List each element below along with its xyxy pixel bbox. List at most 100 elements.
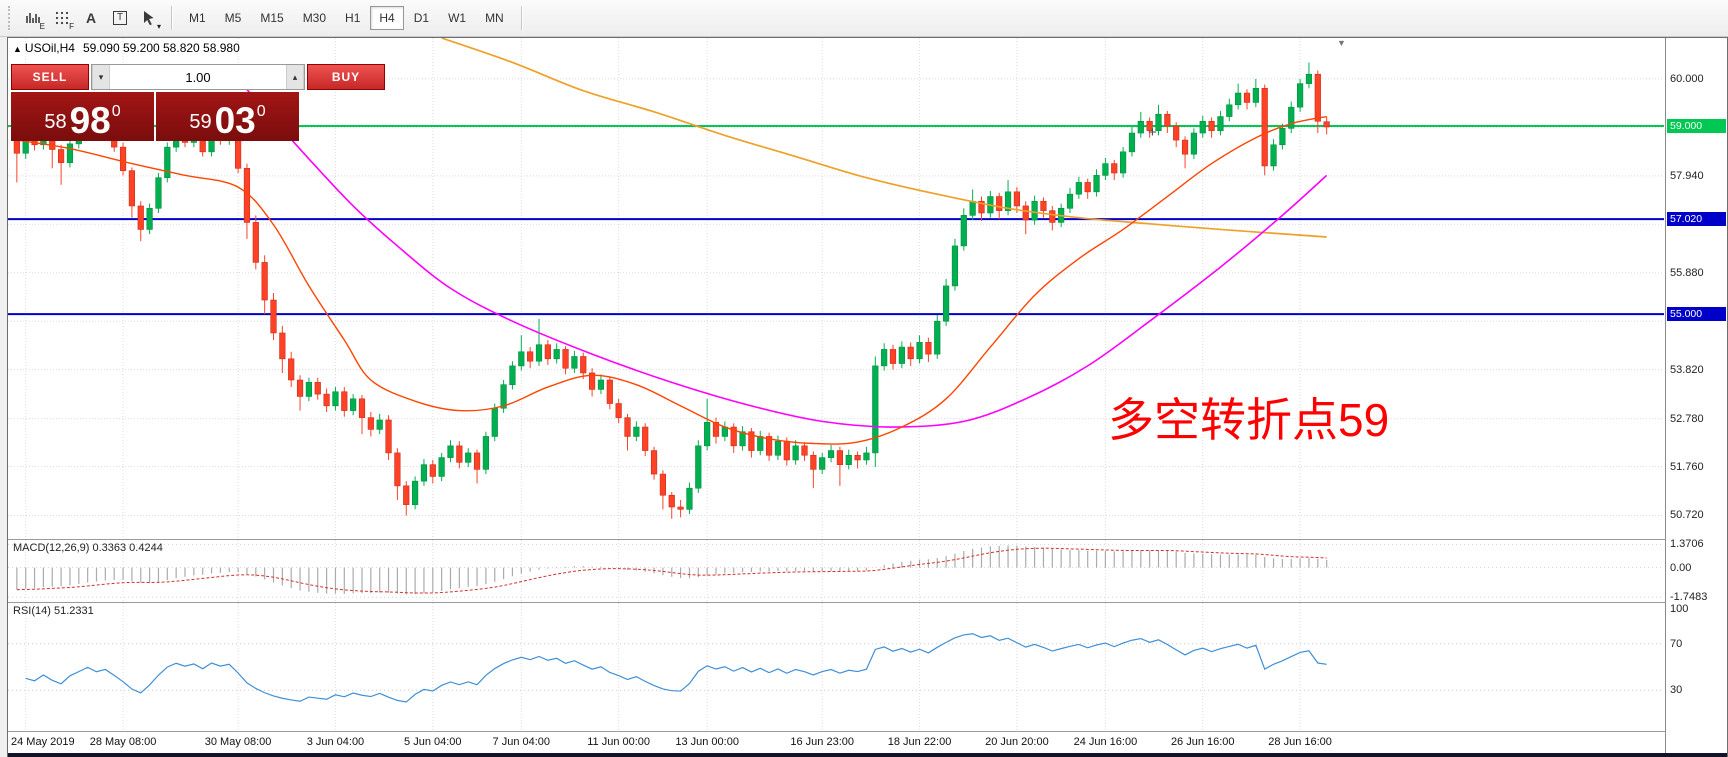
sell-price-display[interactable]: 58 98 0	[11, 92, 154, 141]
candle	[801, 445, 808, 456]
candle	[1208, 120, 1215, 131]
buy-price-pips: 03	[214, 99, 256, 141]
tab-h1[interactable]: H1	[336, 6, 369, 30]
tab-d1[interactable]: D1	[405, 6, 438, 30]
candle	[836, 450, 843, 465]
rsi-tick-label: 30	[1670, 684, 1683, 697]
tab-m15[interactable]: M15	[251, 6, 292, 30]
candle	[500, 384, 507, 409]
crosshair-cursor: +	[1148, 124, 1157, 141]
time-tick-label: 5 Jun 04:00	[404, 736, 462, 748]
tab-w1[interactable]: W1	[439, 6, 475, 30]
candle	[305, 382, 313, 397]
candle	[270, 299, 277, 334]
tab-m30[interactable]: M30	[294, 6, 335, 30]
candle	[1173, 125, 1180, 141]
candle	[1066, 193, 1074, 209]
candle	[978, 200, 985, 214]
sell-button[interactable]: SELL	[11, 64, 89, 90]
candle	[916, 342, 923, 360]
candle	[863, 452, 870, 461]
chart-fractal-icon[interactable]: F	[48, 4, 76, 32]
candle	[942, 285, 950, 322]
candle	[376, 419, 383, 430]
rsi-tick-label: 100	[1670, 603, 1689, 615]
candle	[385, 419, 392, 454]
candle	[951, 245, 959, 287]
candle	[350, 398, 357, 411]
candle	[358, 398, 366, 418]
buy-price-display[interactable]: 59 03 0	[156, 92, 299, 141]
one-click-trading-panel: SELL ▾ ▴ BUY 58 98 0 59 03 0	[11, 64, 385, 141]
time-tick-label: 20 Jun 20:00	[985, 736, 1049, 748]
sell-price-int: 58	[44, 111, 67, 133]
candle	[509, 365, 516, 386]
candle	[907, 346, 914, 360]
price-tick-label: 60.000	[1670, 72, 1704, 85]
macd-tick-label: 1.3706	[1670, 538, 1704, 551]
candle	[1305, 73, 1313, 84]
pane-separator	[8, 731, 1727, 732]
candle	[730, 426, 737, 447]
candle	[1146, 120, 1153, 131]
time-tick-label: 13 Jun 00:00	[675, 736, 739, 748]
icon-badge: F	[69, 22, 74, 31]
tab-mn[interactable]: MN	[476, 6, 513, 30]
candle	[1022, 205, 1029, 221]
candle	[881, 349, 888, 367]
candle	[615, 403, 622, 418]
price-chart-canvas[interactable]	[8, 38, 1664, 539]
tab-h4[interactable]: H4	[370, 6, 404, 30]
time-tick-label: 28 Jun 16:00	[1268, 736, 1332, 748]
candle	[571, 356, 578, 369]
pane-separator[interactable]	[8, 539, 1727, 540]
volume-down-button[interactable]: ▾	[92, 65, 110, 89]
candle	[1013, 191, 1020, 207]
candle	[296, 379, 304, 397]
price-tick-label: 55.880	[1670, 266, 1704, 279]
candle	[1235, 92, 1242, 106]
volume-control: ▾ ▴	[91, 64, 305, 90]
rsi-tick-label: 70	[1670, 637, 1683, 650]
volume-input[interactable]	[110, 65, 286, 89]
candle	[996, 196, 1003, 211]
buy-price-sup: 0	[256, 103, 266, 120]
candle	[279, 332, 286, 360]
candle	[898, 346, 905, 364]
candle	[792, 445, 799, 461]
price-axis[interactable]: 60.000 57.940 55.880 53.820 52.780 51.760 50.7…	[1665, 38, 1727, 756]
ohlc-values: 59.090 59.200 58.820 58.980	[82, 41, 240, 55]
candle	[411, 480, 419, 505]
macd-canvas[interactable]	[8, 540, 1664, 602]
price-level-badge: 59.000	[1667, 118, 1726, 133]
crosshair-tool-icon[interactable]: ▾	[135, 4, 163, 32]
candle	[1243, 92, 1251, 103]
text-label-icon[interactable]: A	[77, 4, 105, 32]
candle	[1137, 120, 1144, 134]
candle	[580, 356, 587, 374]
price-tick-label: 51.760	[1670, 460, 1704, 473]
candle	[677, 506, 684, 510]
candle	[252, 222, 259, 263]
candle	[819, 457, 826, 470]
tab-m5[interactable]: M5	[216, 6, 251, 30]
candle	[642, 426, 649, 451]
tab-m1[interactable]: M1	[180, 6, 215, 30]
drawing-tools-group: E F A T ▾	[19, 4, 163, 32]
time-tick-label: 11 Jun 00:00	[587, 736, 651, 748]
candle	[889, 349, 897, 364]
candle	[624, 417, 631, 437]
candle	[403, 485, 410, 505]
rsi-canvas[interactable]	[8, 603, 1664, 731]
candle	[1075, 182, 1082, 195]
candle	[810, 454, 817, 470]
candle	[119, 146, 127, 171]
time-tick-label: 30 May 08:00	[204, 736, 272, 748]
pane-separator[interactable]	[8, 602, 1727, 603]
text-box-icon[interactable]: T	[106, 4, 134, 32]
macd-signal-line	[16, 547, 1327, 594]
chart-expert-icon[interactable]: E	[19, 4, 47, 32]
volume-up-button[interactable]: ▴	[286, 65, 304, 89]
buy-button[interactable]: BUY	[307, 64, 385, 90]
time-axis[interactable]: 24 May 2019 28 May 08:00 30 May 08:00 3 Jun…	[8, 732, 1664, 753]
